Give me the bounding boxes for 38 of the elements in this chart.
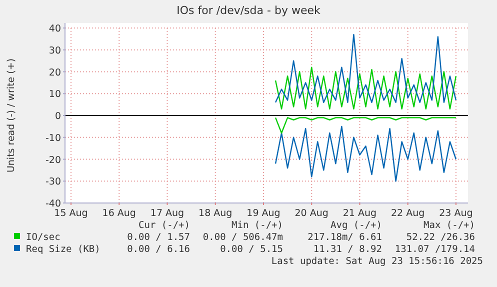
x-tick-label: 20 Aug bbox=[294, 208, 328, 219]
y-tick-label: 30 bbox=[48, 45, 61, 56]
legend-label: Req Size (KB) bbox=[26, 244, 100, 255]
text: 0.00 / 5.15 bbox=[220, 244, 283, 255]
line-series bbox=[274, 66, 457, 110]
y-tick-label: -10 bbox=[45, 132, 61, 144]
text: 0.00 / 6.16 bbox=[127, 244, 190, 255]
text: Cur (-/+) bbox=[138, 220, 190, 231]
text: 11.31 / 8.92 bbox=[313, 244, 382, 255]
legend-label: IO/sec bbox=[26, 232, 60, 243]
y-tick-label: 10 bbox=[48, 89, 61, 100]
x-tick-label: 22 Aug bbox=[391, 208, 425, 219]
line-series bbox=[274, 34, 457, 103]
x-tick-label: 18 Aug bbox=[198, 208, 232, 219]
text: 217.18m/ 6.61 bbox=[308, 232, 382, 243]
text: Avg (-/+) bbox=[330, 220, 382, 231]
text: 131.07 /179.14 bbox=[394, 244, 476, 255]
x-tick-label: 23 Aug bbox=[439, 208, 473, 219]
text: 0.00 / 1.57 bbox=[127, 232, 190, 243]
x-tick-label: 15 Aug bbox=[54, 208, 88, 219]
y-axis-title: Units read (-) / write (+) bbox=[6, 58, 17, 173]
y-tick-label: 0 bbox=[54, 111, 61, 122]
text: 0.00 / 506.47m bbox=[202, 232, 284, 243]
y-tick-label: -40 bbox=[45, 198, 61, 210]
x-tick-label: 16 Aug bbox=[102, 208, 136, 219]
text: Min (-/+) bbox=[232, 220, 283, 231]
x-tick-label: 21 Aug bbox=[342, 208, 377, 219]
y-tick-label: -20 bbox=[45, 154, 61, 166]
x-tick-label: 19 Aug bbox=[246, 208, 280, 219]
y-tick-label: 20 bbox=[48, 67, 61, 78]
x-tick-label: 17 Aug bbox=[150, 208, 184, 219]
text: 52.22 /26.36 bbox=[406, 232, 476, 243]
chart-title: IOs for /dev/sda - by week bbox=[176, 4, 321, 17]
y-tick-label: -30 bbox=[45, 176, 61, 188]
text: Last update: Sat Aug 23 15:56:16 2025 bbox=[271, 256, 483, 267]
line-series bbox=[274, 126, 457, 182]
text: Max (-/+) bbox=[424, 220, 475, 231]
y-tick-label: 40 bbox=[48, 24, 61, 34]
